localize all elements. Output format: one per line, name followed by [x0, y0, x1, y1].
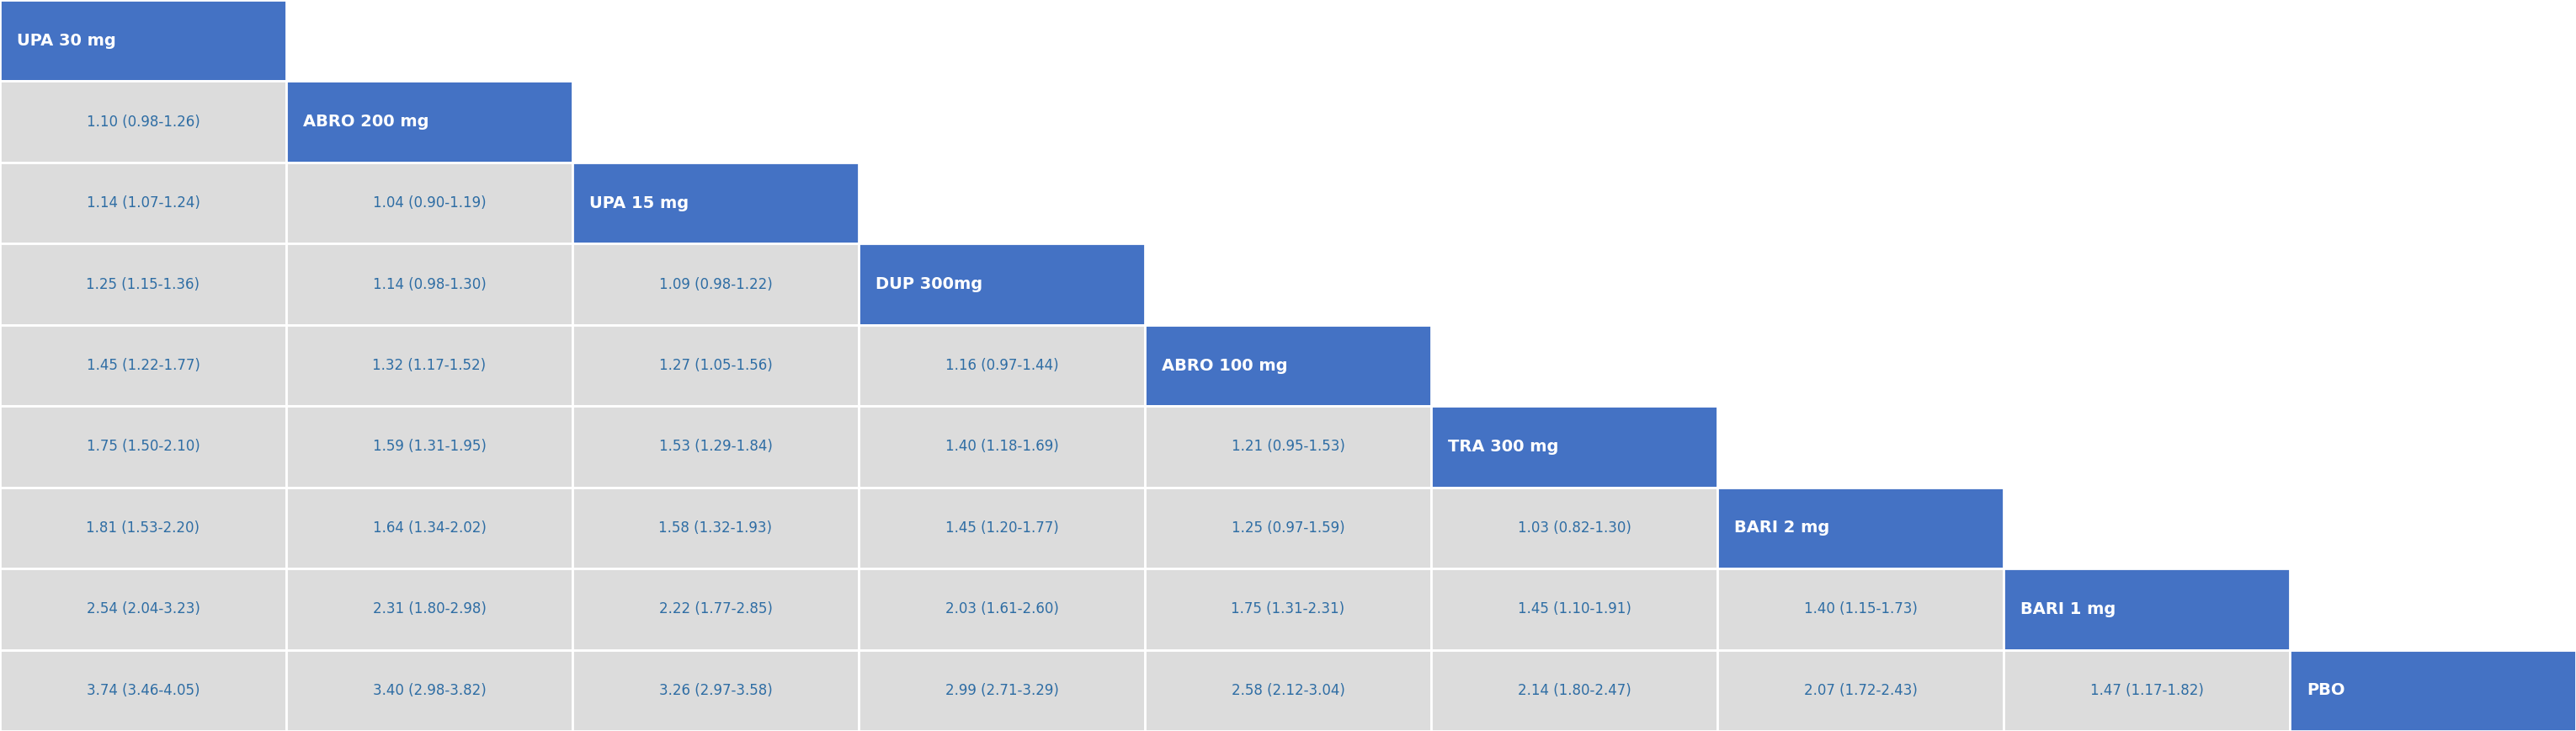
Text: 1.47 (1.17-1.82): 1.47 (1.17-1.82) — [2089, 683, 2202, 698]
Bar — [286, 325, 572, 406]
Bar — [1718, 569, 2004, 650]
Bar — [0, 81, 286, 162]
Bar — [858, 650, 1144, 731]
Bar — [1144, 406, 1432, 488]
Bar — [0, 162, 286, 243]
Text: 2.31 (1.80-2.98): 2.31 (1.80-2.98) — [374, 602, 487, 617]
Bar — [858, 569, 1144, 650]
Text: 1.03 (0.82-1.30): 1.03 (0.82-1.30) — [1517, 520, 1631, 536]
Bar — [572, 650, 858, 731]
Text: 1.16 (0.97-1.44): 1.16 (0.97-1.44) — [945, 358, 1059, 373]
Bar — [286, 650, 572, 731]
Text: 1.32 (1.17-1.52): 1.32 (1.17-1.52) — [374, 358, 487, 373]
Text: 3.26 (2.97-3.58): 3.26 (2.97-3.58) — [659, 683, 773, 698]
Bar — [1718, 650, 2004, 731]
Text: 1.10 (0.98-1.26): 1.10 (0.98-1.26) — [88, 114, 201, 129]
Bar — [2290, 650, 2576, 731]
Text: 2.22 (1.77-2.85): 2.22 (1.77-2.85) — [659, 602, 773, 617]
Bar — [1432, 488, 1718, 569]
Bar — [286, 81, 572, 162]
Text: DUP 300mg: DUP 300mg — [876, 276, 984, 292]
Text: 1.27 (1.05-1.56): 1.27 (1.05-1.56) — [659, 358, 773, 373]
Text: 1.09 (0.98-1.22): 1.09 (0.98-1.22) — [659, 277, 773, 292]
Text: 1.45 (1.20-1.77): 1.45 (1.20-1.77) — [945, 520, 1059, 536]
Bar — [858, 243, 1144, 325]
Bar — [0, 488, 286, 569]
Bar — [2004, 650, 2290, 731]
Bar — [2004, 569, 2290, 650]
Bar — [858, 488, 1144, 569]
Bar — [286, 406, 572, 488]
Text: 1.59 (1.31-1.95): 1.59 (1.31-1.95) — [374, 439, 487, 454]
Text: BARI 2 mg: BARI 2 mg — [1734, 520, 1829, 536]
Text: 1.81 (1.53-2.20): 1.81 (1.53-2.20) — [85, 520, 201, 536]
Text: PBO: PBO — [2308, 682, 2344, 698]
Bar — [572, 325, 858, 406]
Text: 1.45 (1.10-1.91): 1.45 (1.10-1.91) — [1517, 602, 1631, 617]
Bar — [1432, 406, 1718, 488]
Text: ABRO 100 mg: ABRO 100 mg — [1162, 357, 1288, 374]
Text: 1.75 (1.50-2.10): 1.75 (1.50-2.10) — [88, 439, 201, 454]
Text: 1.14 (1.07-1.24): 1.14 (1.07-1.24) — [88, 195, 201, 211]
Bar — [858, 325, 1144, 406]
Bar — [572, 243, 858, 325]
Text: 2.54 (2.04-3.23): 2.54 (2.04-3.23) — [88, 602, 201, 617]
Text: 1.21 (0.95-1.53): 1.21 (0.95-1.53) — [1231, 439, 1345, 454]
Bar — [1144, 488, 1432, 569]
Text: 2.99 (2.71-3.29): 2.99 (2.71-3.29) — [945, 683, 1059, 698]
Bar — [1144, 325, 1432, 406]
Bar — [0, 243, 286, 325]
Text: 1.45 (1.22-1.77): 1.45 (1.22-1.77) — [88, 358, 201, 373]
Text: UPA 15 mg: UPA 15 mg — [590, 195, 688, 211]
Bar — [286, 162, 572, 243]
Text: UPA 30 mg: UPA 30 mg — [18, 33, 116, 49]
Text: 1.64 (1.34-2.02): 1.64 (1.34-2.02) — [374, 520, 487, 536]
Text: 1.14 (0.98-1.30): 1.14 (0.98-1.30) — [374, 277, 487, 292]
Bar — [1432, 569, 1718, 650]
Text: 2.14 (1.80-2.47): 2.14 (1.80-2.47) — [1517, 683, 1631, 698]
Text: 3.40 (2.98-3.82): 3.40 (2.98-3.82) — [374, 683, 487, 698]
Bar — [572, 162, 858, 243]
Text: 1.75 (1.31-2.31): 1.75 (1.31-2.31) — [1231, 602, 1345, 617]
Bar — [0, 325, 286, 406]
Text: 2.58 (2.12-3.04): 2.58 (2.12-3.04) — [1231, 683, 1345, 698]
Bar — [286, 569, 572, 650]
Bar — [1432, 650, 1718, 731]
Text: ABRO 200 mg: ABRO 200 mg — [304, 114, 430, 130]
Text: 1.40 (1.15-1.73): 1.40 (1.15-1.73) — [1803, 602, 1917, 617]
Bar — [572, 406, 858, 488]
Bar — [286, 488, 572, 569]
Text: BARI 1 mg: BARI 1 mg — [2020, 601, 2115, 617]
Bar — [858, 406, 1144, 488]
Text: 1.53 (1.29-1.84): 1.53 (1.29-1.84) — [659, 439, 773, 454]
Text: 1.25 (0.97-1.59): 1.25 (0.97-1.59) — [1231, 520, 1345, 536]
Bar — [1144, 569, 1432, 650]
Text: 1.04 (0.90-1.19): 1.04 (0.90-1.19) — [374, 195, 487, 211]
Text: 1.40 (1.18-1.69): 1.40 (1.18-1.69) — [945, 439, 1059, 454]
Bar — [286, 243, 572, 325]
Bar — [1144, 650, 1432, 731]
Bar — [0, 406, 286, 488]
Bar — [0, 650, 286, 731]
Text: 3.74 (3.46-4.05): 3.74 (3.46-4.05) — [88, 683, 201, 698]
Bar — [1718, 488, 2004, 569]
Text: TRA 300 mg: TRA 300 mg — [1448, 439, 1558, 455]
Text: 1.25 (1.15-1.36): 1.25 (1.15-1.36) — [85, 277, 201, 292]
Bar — [572, 569, 858, 650]
Bar — [572, 488, 858, 569]
Text: 2.07 (1.72-2.43): 2.07 (1.72-2.43) — [1803, 683, 1917, 698]
Text: 2.03 (1.61-2.60): 2.03 (1.61-2.60) — [945, 602, 1059, 617]
Bar — [0, 569, 286, 650]
Text: 1.58 (1.32-1.93): 1.58 (1.32-1.93) — [659, 520, 773, 536]
Bar — [0, 0, 286, 81]
